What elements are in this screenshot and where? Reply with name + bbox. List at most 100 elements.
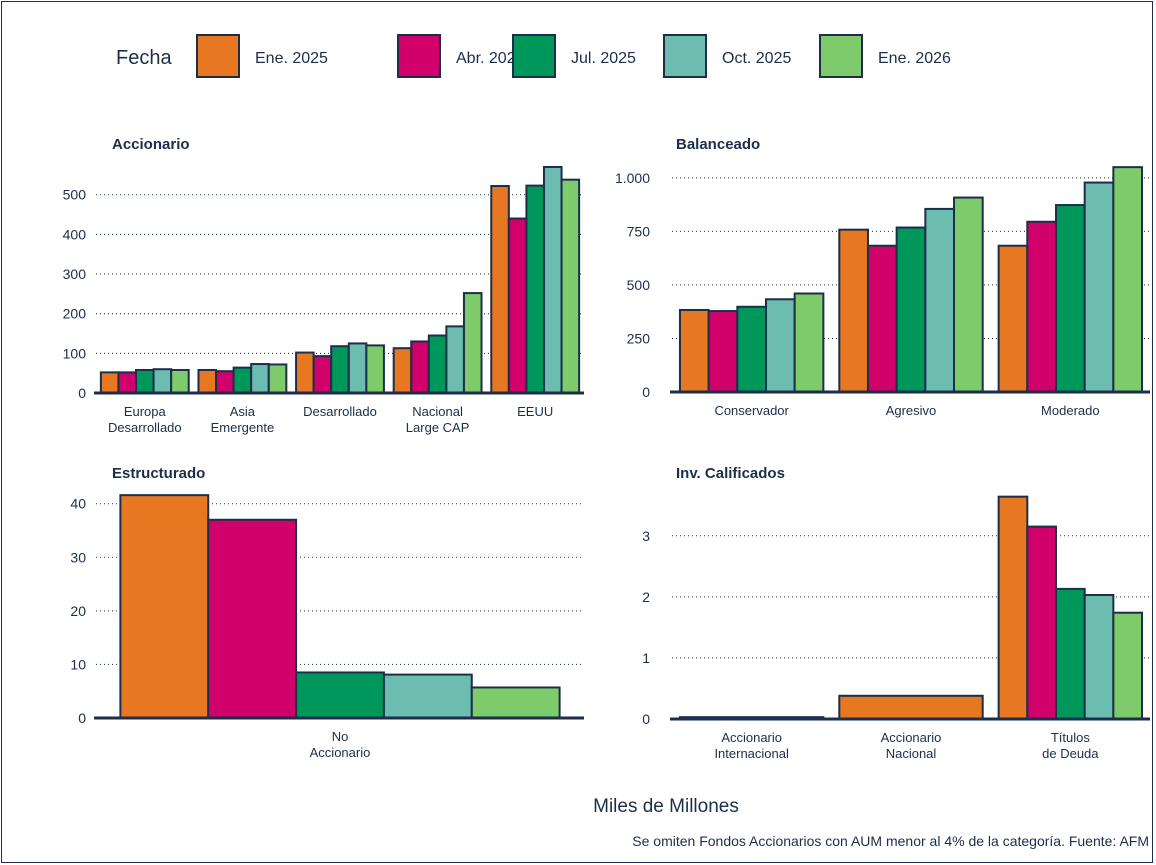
panel-title: Estructurado — [112, 465, 205, 482]
bar — [560, 178, 581, 394]
panel: Balanceado 0 250 500 750 1.000 Conservador Agre… — [615, 136, 1150, 418]
bar — [470, 686, 561, 720]
x-tick-label: Desarrollado — [303, 404, 377, 419]
legend-swatch — [512, 34, 556, 78]
bar — [152, 368, 173, 395]
bar — [707, 310, 739, 393]
y-tick-label: 0 — [642, 711, 650, 727]
panel: Inv. Calificados 0 1 2 3 Accionario Internacio… — [642, 465, 1150, 761]
y-tick-label: 10 — [70, 656, 86, 672]
bar — [462, 292, 483, 394]
x-tick-label: EEUU — [517, 404, 553, 419]
bar — [1026, 525, 1057, 721]
bar — [1083, 181, 1115, 393]
bar — [197, 369, 218, 394]
bar — [99, 371, 120, 394]
legend-label: Oct. 2025 — [722, 50, 791, 67]
y-tick-label: 250 — [627, 330, 651, 346]
x-tick-label: Agresivo — [886, 403, 937, 418]
y-tick-label: 30 — [70, 549, 86, 565]
y-tick-label: 1 — [642, 650, 650, 666]
bar — [445, 325, 465, 394]
bar — [1112, 611, 1144, 721]
bar — [267, 363, 288, 395]
bar — [678, 308, 710, 394]
y-tick-label: 0 — [78, 710, 86, 726]
bar — [250, 363, 270, 395]
bar — [427, 334, 448, 394]
legend-swatch — [397, 34, 441, 78]
bar — [765, 298, 796, 393]
bar — [997, 495, 1029, 720]
panel-title: Inv. Calificados — [676, 465, 785, 482]
bar — [117, 371, 138, 394]
x-tick-label: Nacional Large CAP — [406, 404, 470, 435]
legend-label: Abr. 2025 — [456, 50, 525, 67]
bar — [232, 366, 253, 395]
bar — [1083, 594, 1115, 721]
legend-swatch — [663, 34, 707, 78]
bar — [997, 244, 1029, 393]
footnote: Se omiten Fondos Accionarios con AUM men… — [632, 833, 1149, 849]
bar — [365, 344, 385, 394]
y-tick-label: 40 — [70, 496, 86, 512]
axis-caption: Miles de Millones — [593, 796, 739, 817]
x-tick-label: Accionario Internacional — [714, 730, 789, 761]
bar — [170, 369, 190, 394]
y-tick-label: 300 — [63, 266, 87, 282]
bar — [838, 228, 869, 393]
bar — [295, 351, 315, 394]
legend: Fecha Ene. 2025 Abr. 2025 Jul. 2025 Oct. 20… — [116, 34, 951, 78]
legend-swatch — [196, 34, 240, 78]
y-tick-label: 100 — [63, 345, 87, 361]
panel-title: Balanceado — [676, 136, 760, 153]
y-tick-label: 0 — [78, 385, 86, 401]
legend-title: Fecha — [116, 47, 172, 69]
bar — [410, 340, 430, 395]
legend-label: Jul. 2025 — [571, 50, 636, 67]
bar — [953, 196, 984, 393]
bar — [525, 184, 545, 394]
y-tick-label: 500 — [63, 187, 87, 203]
bar — [215, 370, 235, 395]
bar — [207, 518, 298, 719]
x-tick-label: Europa Desarrollado — [108, 404, 182, 435]
bar — [330, 345, 350, 395]
bar — [793, 292, 825, 394]
bar — [312, 355, 333, 394]
bar — [490, 185, 510, 394]
bar — [1112, 166, 1144, 393]
y-tick-label: 3 — [642, 528, 650, 544]
bar — [1054, 587, 1086, 720]
panel: Accionario 0 100 200 300 400 500 Europa Desarrol… — [63, 136, 584, 435]
bar — [895, 226, 927, 393]
bar — [382, 673, 473, 719]
x-tick-label: Títulos de Deuda — [1042, 730, 1099, 761]
x-tick-label: Moderado — [1041, 403, 1100, 418]
bar — [119, 494, 210, 719]
x-tick-label: Asia Emergente — [211, 404, 275, 435]
bar — [1054, 204, 1086, 393]
bar — [736, 305, 768, 393]
bar — [295, 671, 385, 720]
legend-swatch — [819, 34, 863, 78]
bar — [866, 244, 898, 393]
bar — [838, 694, 984, 720]
panel: Estructurado 0 10 20 30 40 No Accionario — [70, 465, 584, 760]
y-tick-label: 500 — [627, 277, 651, 293]
bar — [135, 369, 155, 394]
x-tick-label: Conservador — [714, 403, 789, 418]
bar — [924, 207, 956, 393]
x-tick-label: Accionario Nacional — [881, 730, 942, 761]
legend-label: Ene. 2026 — [878, 50, 951, 67]
y-tick-label: 200 — [63, 306, 87, 322]
y-tick-label: 1.000 — [615, 170, 650, 186]
legend-label: Ene. 2025 — [255, 50, 328, 67]
y-tick-label: 20 — [70, 603, 86, 619]
bar — [392, 347, 413, 395]
bar — [542, 165, 563, 394]
panel-title: Accionario — [112, 136, 190, 153]
y-tick-label: 2 — [642, 589, 650, 605]
